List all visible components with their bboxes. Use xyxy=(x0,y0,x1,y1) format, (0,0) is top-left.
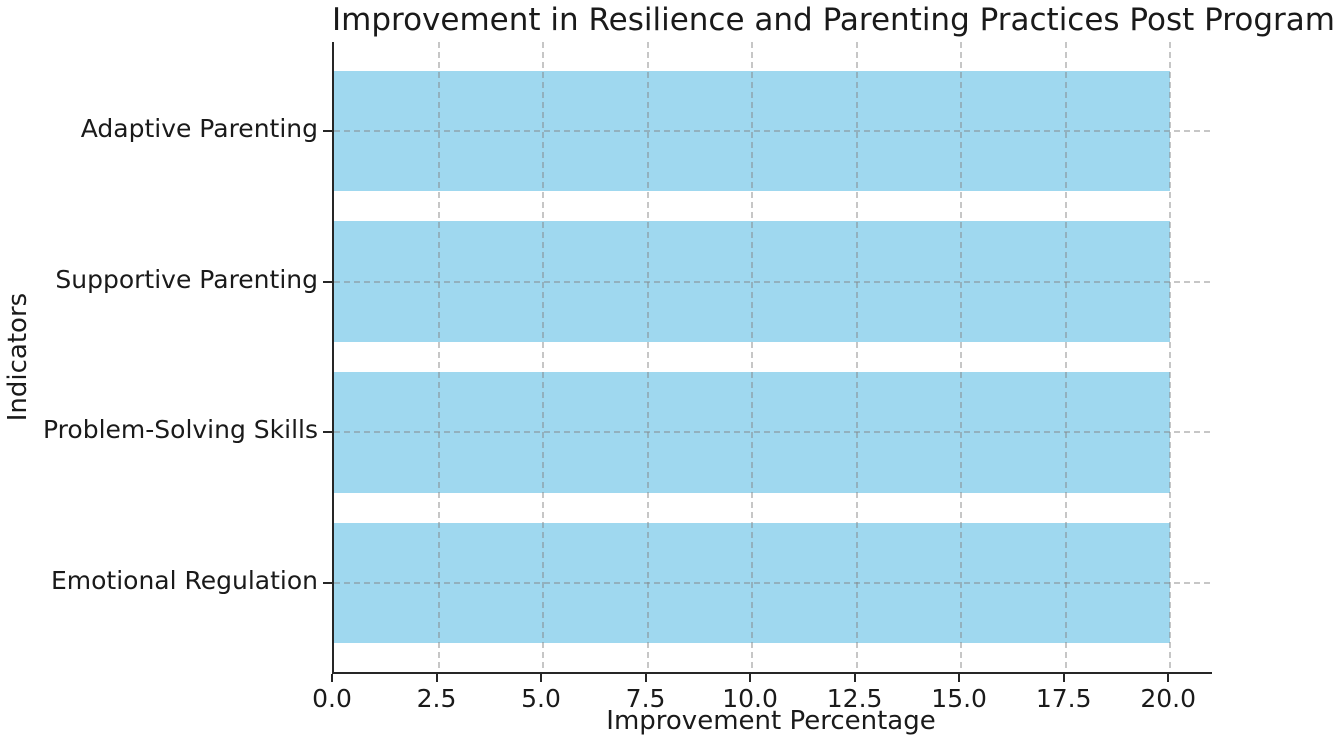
y-tick-label: Emotional Regulation xyxy=(50,566,318,596)
x-tick-label: 20.0 xyxy=(1140,684,1197,713)
x-tick-mark xyxy=(540,674,543,682)
y-tick-mark xyxy=(323,129,332,132)
gridline-y-0 xyxy=(334,129,1212,132)
x-tick-mark xyxy=(1167,674,1170,682)
x-tick-label: 0.0 xyxy=(312,684,352,713)
x-tick-label: 17.5 xyxy=(1035,684,1092,713)
x-tick-label: 7.5 xyxy=(625,684,666,713)
chart-title: Improvement in Resilience and Parenting … xyxy=(332,2,1334,38)
gridline-x-2.5 xyxy=(437,42,440,672)
y-axis-label: Indicators xyxy=(3,292,33,422)
y-tick-mark xyxy=(323,280,332,283)
x-tick-label: 12.5 xyxy=(826,684,883,713)
x-tick-label: 5.0 xyxy=(521,684,561,713)
x-tick-mark xyxy=(958,674,961,682)
gridline-x-20 xyxy=(1169,42,1172,672)
x-tick-mark xyxy=(749,674,752,682)
gridline-x-12.5 xyxy=(855,42,858,672)
gridline-y-1 xyxy=(334,280,1212,283)
gridline-x-5 xyxy=(542,42,545,672)
x-tick-mark xyxy=(331,674,333,682)
x-axis-label: Improvement Percentage xyxy=(606,706,936,736)
gridline-x-10 xyxy=(751,42,754,672)
y-tick-label: Adaptive Parenting xyxy=(80,113,318,143)
bar-supportive-parenting xyxy=(334,221,1171,342)
y-tick-label: Supportive Parenting xyxy=(55,264,318,294)
gridline-y-3 xyxy=(334,582,1212,585)
x-tick-mark xyxy=(435,674,438,682)
gridline-x-7.5 xyxy=(646,42,649,672)
bar-adaptive-parenting xyxy=(334,70,1171,192)
x-tick-mark xyxy=(644,674,647,682)
x-tick-label: 10.0 xyxy=(722,684,778,713)
x-tick-mark xyxy=(853,674,856,682)
x-tick-label: 2.5 xyxy=(416,684,457,713)
x-tick-mark xyxy=(1062,674,1065,682)
bar-problem-solving-skills xyxy=(334,372,1171,493)
y-tick-mark xyxy=(323,431,332,434)
gridline-y-2 xyxy=(334,431,1212,434)
y-tick-mark xyxy=(323,582,332,585)
x-tick-label: 15.0 xyxy=(931,684,987,713)
plot-area xyxy=(332,42,1212,674)
gridline-x-17.5 xyxy=(1064,42,1067,672)
gridline-x-15 xyxy=(960,42,963,672)
y-tick-label: Problem-Solving Skills xyxy=(43,415,318,445)
bar-emotional-regulation xyxy=(334,522,1171,644)
